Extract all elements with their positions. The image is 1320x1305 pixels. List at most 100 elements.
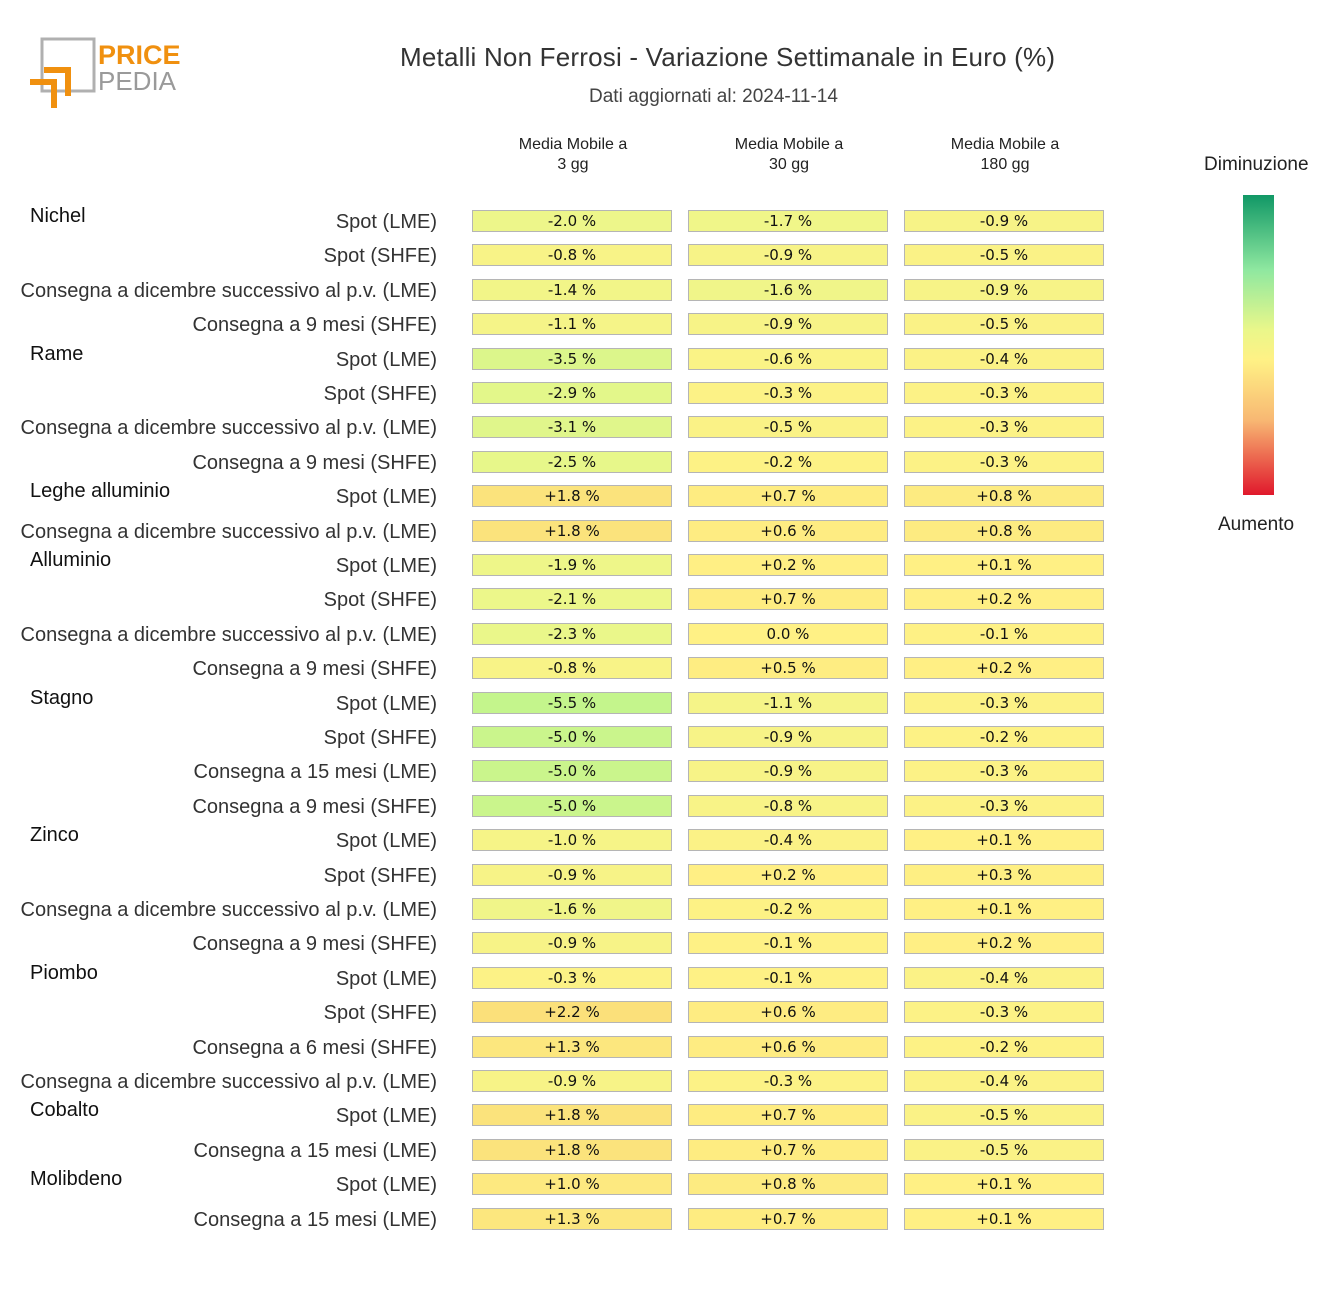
heatmap-cell: -0.9 % <box>472 1070 672 1092</box>
column-header-line: 3 gg <box>557 156 589 173</box>
heatmap-cell: +0.2 % <box>904 588 1104 611</box>
row-label: Consegna a dicembre successivo al p.v. (… <box>20 417 437 440</box>
heatmap-cell: +1.3 % <box>472 1207 672 1230</box>
heatmap-cell: -1.7 % <box>688 210 888 232</box>
heatmap-cell: -2.9 % <box>472 382 672 404</box>
row-label: Consegna a 9 mesi (SHFE) <box>192 451 437 474</box>
heatmap-cell: -0.2 % <box>904 1035 1104 1058</box>
heatmap-cell: -0.3 % <box>904 382 1104 404</box>
heatmap-cell: +0.1 % <box>904 829 1104 852</box>
row-label: Consegna a 9 mesi (SHFE) <box>192 658 437 681</box>
heatmap-cell: -0.1 % <box>688 932 888 955</box>
row-label: Consegna a 6 mesi (SHFE) <box>192 1036 437 1059</box>
heatmap-cell: 0.0 % <box>688 622 888 645</box>
heatmap-cell: -0.9 % <box>688 760 888 783</box>
heatmap-cell: -5.0 % <box>472 794 672 817</box>
row-label: Consegna a 9 mesi (SHFE) <box>192 795 437 818</box>
legend-label-increase: Aumento <box>1218 514 1295 535</box>
heatmap-cell: +0.2 % <box>688 863 888 886</box>
heatmap-cell: -3.5 % <box>472 347 672 370</box>
column-header-180gg: Media Mobile a 180 gg <box>904 135 1106 175</box>
row-label: Spot (LME) <box>335 1105 437 1128</box>
heatmap-cell: -2.0 % <box>472 210 672 232</box>
heatmap-cell: -0.3 % <box>688 382 888 404</box>
heatmap-cell: +0.3 % <box>904 863 1104 886</box>
heatmap-cell: +0.1 % <box>904 1207 1104 1230</box>
logo-text-price: PRICE <box>98 40 181 70</box>
heatmap-cell: -1.9 % <box>472 554 672 576</box>
row-label: Consegna a dicembre successivo al p.v. (… <box>20 279 437 302</box>
legend-label-decrease: Diminuzione <box>1204 154 1309 175</box>
row-label: Spot (LME) <box>335 830 437 853</box>
column-header-line: Media Mobile a <box>518 136 628 153</box>
row-label: Spot (SHFE) <box>323 245 437 268</box>
row-label: Spot (LME) <box>335 486 437 509</box>
heatmap-cell: -0.9 % <box>688 244 888 267</box>
heatmap-cell: -0.9 % <box>688 726 888 748</box>
heatmap-cell: +1.8 % <box>472 1138 672 1161</box>
heatmap-cell: -2.1 % <box>472 588 672 611</box>
group-label: Nichel <box>30 205 86 227</box>
heatmap-cell: -0.2 % <box>688 898 888 920</box>
heatmap-cell: +0.6 % <box>688 1035 888 1058</box>
group-label: Leghe alluminio <box>30 480 171 503</box>
heatmap-cell: -0.4 % <box>904 1070 1104 1092</box>
heatmap-cell: -0.3 % <box>688 1070 888 1092</box>
row-label: Spot (SHFE) <box>323 589 437 612</box>
row-label: Consegna a dicembre successivo al p.v. (… <box>20 520 437 543</box>
heatmap-cell: -1.0 % <box>472 829 672 852</box>
group-label: Stagno <box>30 686 94 709</box>
row-label: Spot (LME) <box>335 692 437 715</box>
heatmap-cell: -0.5 % <box>904 1138 1104 1161</box>
heatmap-cell: +0.7 % <box>688 1104 888 1127</box>
group-label: Cobalto <box>30 1099 99 1122</box>
heatmap-cell: -0.9 % <box>904 278 1104 301</box>
heatmap-cell: +0.7 % <box>688 485 888 508</box>
row-label: Spot (SHFE) <box>323 383 437 405</box>
heatmap-cell: -5.0 % <box>472 726 672 748</box>
heatmap-cell: +0.2 % <box>688 554 888 576</box>
heatmap-cell: -2.3 % <box>472 622 672 645</box>
heatmap-cell: -5.0 % <box>472 760 672 783</box>
chart-subtitle: Dati aggiornati al: 2024-11-14 <box>589 86 838 107</box>
heatmap-cell: -0.3 % <box>904 794 1104 817</box>
heatmap-cell: -0.5 % <box>904 313 1104 336</box>
heatmap-cell: -0.5 % <box>688 416 888 439</box>
heatmap-cell: -0.8 % <box>472 244 672 267</box>
heatmap-cell: -0.4 % <box>904 347 1104 370</box>
heatmap-cell: -0.2 % <box>904 726 1104 748</box>
heatmap-cell: +0.8 % <box>904 519 1104 542</box>
heatmap-cell: +0.1 % <box>904 554 1104 576</box>
heatmap-cell: +1.8 % <box>472 519 672 542</box>
heatmap-cell: +0.1 % <box>904 1173 1104 1196</box>
heatmap-cell: -0.2 % <box>688 450 888 473</box>
heatmap-cell: -0.8 % <box>688 794 888 817</box>
heatmap-cell: -0.3 % <box>904 450 1104 473</box>
heatmap-cell: -1.6 % <box>688 278 888 301</box>
heatmap-cell: +0.6 % <box>688 1001 888 1024</box>
heatmap-cell: +1.8 % <box>472 485 672 508</box>
column-header-30gg: Media Mobile a 30 gg <box>688 135 890 175</box>
pricepedia-logo: PRICE PEDIA <box>30 37 181 108</box>
heatmap-cell: -0.3 % <box>904 1001 1104 1024</box>
heatmap-cell: -1.4 % <box>472 278 672 301</box>
heatmap-cell: +0.7 % <box>688 1138 888 1161</box>
column-header-line: Media Mobile a <box>950 136 1060 153</box>
heatmap-cell: +0.5 % <box>688 657 888 680</box>
row-label: Spot (LME) <box>335 1174 437 1197</box>
group-label: Alluminio <box>30 549 112 571</box>
heatmap-cell: -0.9 % <box>472 863 672 886</box>
heatmap-cell: +2.2 % <box>472 1001 672 1024</box>
heatmap-cell: +1.3 % <box>472 1035 672 1058</box>
heatmap-cell: +0.6 % <box>688 519 888 542</box>
logo-text-pedia: PEDIA <box>98 66 177 96</box>
heatmap-cell: -0.4 % <box>904 966 1104 989</box>
heatmap-cell: -1.1 % <box>472 313 672 336</box>
heatmap-cell: -0.3 % <box>904 416 1104 439</box>
group-label: Piombo <box>30 961 98 984</box>
row-label: Consegna a 15 mesi (LME) <box>193 1139 437 1162</box>
heatmap-cell: -3.1 % <box>472 416 672 439</box>
column-header-line: 180 gg <box>980 156 1030 173</box>
heatmap-cell: -0.6 % <box>688 347 888 370</box>
heatmap-cell: +1.0 % <box>472 1173 672 1196</box>
